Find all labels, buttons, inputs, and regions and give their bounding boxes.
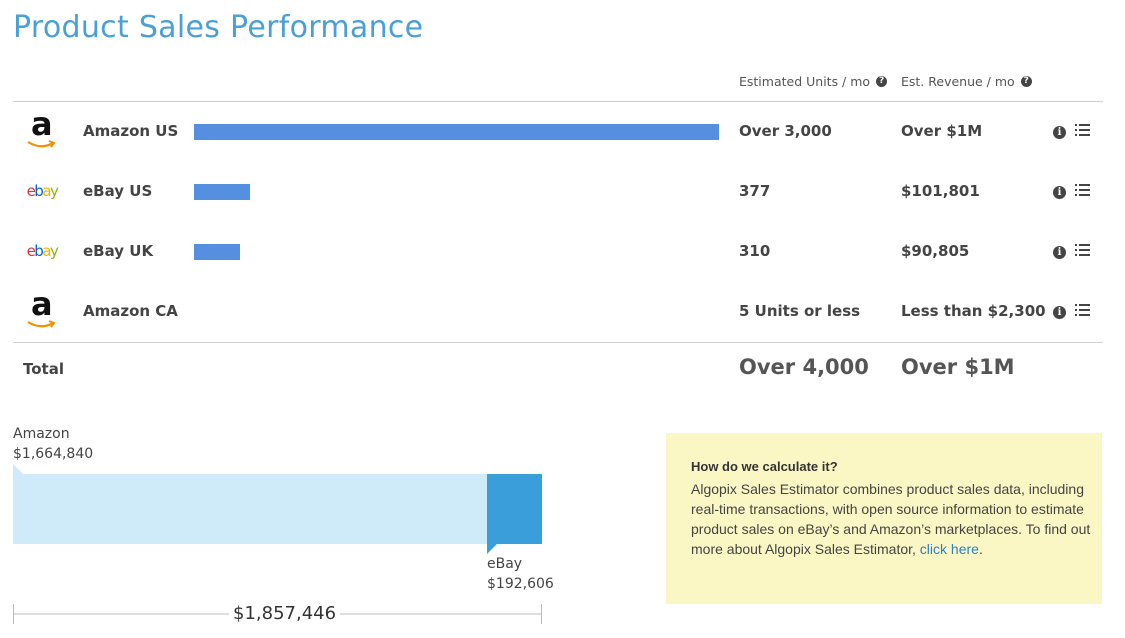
amazon-segment [13,464,487,544]
info-box-text: Algopix Sales Estimator combines product… [691,481,1091,557]
revenue-column-label: Est. Revenue / mo [901,74,1015,89]
ebay-split-label: eBay $192,606 [487,554,554,594]
units-bar [194,124,719,140]
info-circle-icon[interactable]: i [1053,125,1066,139]
marketplace-name: Amazon US [83,122,179,140]
total-label: Total [23,360,64,378]
units-value: Over 3,000 [739,122,832,140]
marketplace-row: ebay eBay UK 310 $90,805 i [13,221,1103,281]
info-box-period: . [978,541,983,557]
info-box-body: Algopix Sales Estimator combines product… [691,479,1091,559]
info-circle-icon[interactable]: i [1053,185,1066,199]
question-circle-icon[interactable]: ? [1020,76,1032,87]
how-calculated-box: How do we calculate it? Algopix Sales Es… [666,433,1102,604]
list-icon[interactable] [1075,303,1090,321]
click-here-link[interactable]: click here [919,541,979,557]
marketplace-name: Amazon CA [83,302,178,320]
ebay-split-value: $192,606 [487,576,554,592]
info-circle-icon[interactable]: i [1053,305,1066,319]
marketplace-row: ebay eBay US 377 $101,801 i [13,161,1103,221]
units-bar-track [194,124,719,140]
units-bar [194,244,240,260]
units-value: 310 [739,242,771,260]
list-icon[interactable] [1075,183,1090,201]
amazon-logo: a [13,281,71,341]
question-circle-icon[interactable]: ? [876,76,888,87]
amazon-split-value: $1,664,840 [13,446,94,462]
amazon-split-name: Amazon [13,426,70,442]
ebay-logo: ebay [26,242,59,260]
amazon-split-label: Amazon $1,664,840 [13,424,93,464]
page-title: Product Sales Performance [13,10,424,45]
amazon-logo: a [13,101,71,161]
revenue-split-chart [13,464,542,624]
units-value: 5 Units or less [739,302,861,320]
units-column-header: Estimated Units / mo ? [739,74,888,89]
info-box-title: How do we calculate it? [691,459,838,474]
list-icon[interactable] [1075,123,1090,141]
total-revenue: Over $1M [901,355,1015,379]
revenue-value: Over $1M [901,122,983,140]
units-column-label: Estimated Units / mo [739,74,871,89]
units-value: 377 [739,182,771,200]
revenue-value: Less than $2,300 [901,302,1046,320]
revenue-value: $101,801 [901,182,980,200]
total-divider [13,342,1103,343]
revenue-value: $90,805 [901,242,970,260]
split-total: $1,857,446 [229,603,341,624]
ebay-logo: ebay [26,182,59,200]
units-bar [194,184,250,200]
revenue-column-header: Est. Revenue / mo ? [901,74,1032,89]
marketplace-row: a Amazon US Over 3,000 Over $1M i [13,101,1103,161]
units-bar-track [194,304,719,320]
ebay-split-name: eBay [487,556,523,572]
marketplace-name: eBay UK [83,242,154,260]
info-circle-icon[interactable]: i [1053,245,1066,259]
units-bar-track [194,184,719,200]
marketplace-name: eBay US [83,182,153,200]
list-icon[interactable] [1075,243,1090,261]
header-divider [13,101,1103,102]
units-bar-track [194,244,719,260]
total-units: Over 4,000 [739,355,869,379]
ebay-segment [487,474,542,554]
marketplace-row: a Amazon CA 5 Units or less Less than $2… [13,281,1103,341]
